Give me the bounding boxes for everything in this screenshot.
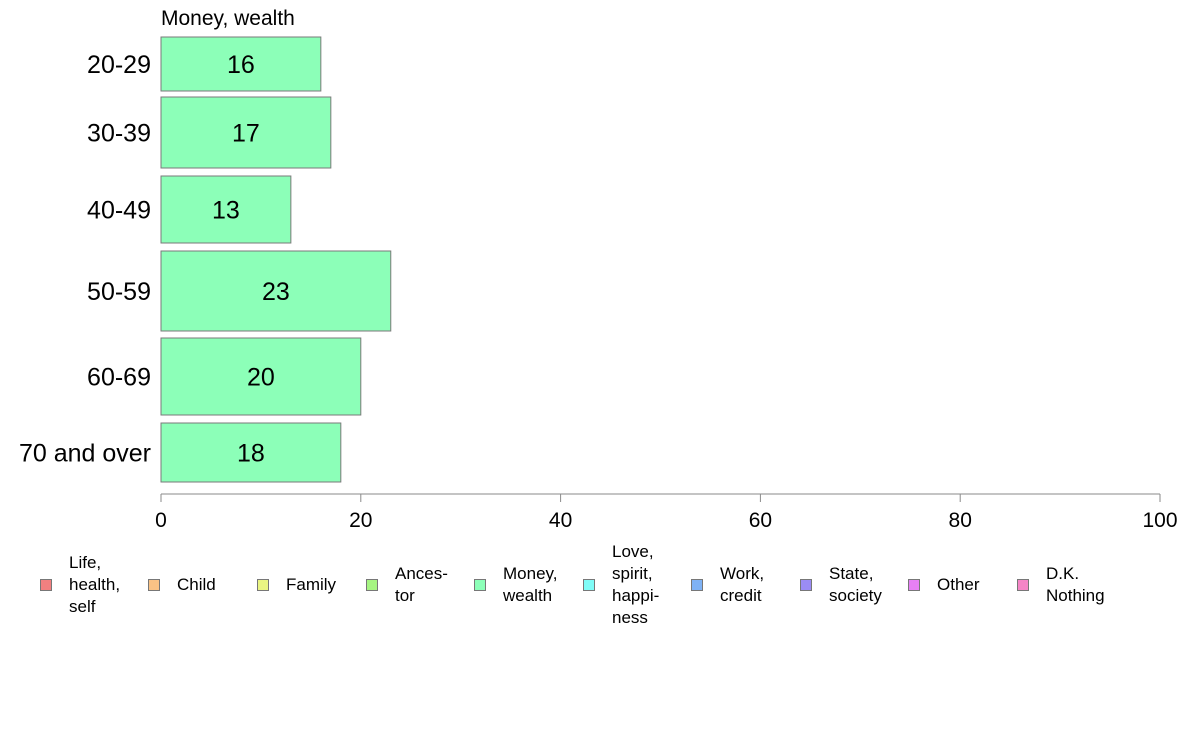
bar — [160, 96, 332, 169]
legend-label: Money, wealth — [503, 564, 558, 605]
legend-item: Work, credit — [691, 563, 764, 607]
category-label: 70 and over — [19, 440, 151, 468]
legend: Life, health, self Child Family Ances- tor M… — [0, 540, 1188, 640]
legend-item: Other — [908, 574, 980, 596]
category-label: 60-69 — [87, 364, 151, 392]
legend-swatch — [908, 579, 920, 591]
bar-value-label: 17 — [232, 120, 260, 148]
legend-label: D.K. Nothing — [1046, 564, 1105, 605]
legend-swatch — [583, 579, 595, 591]
legend-swatch — [148, 579, 160, 591]
legend-item: Money, wealth — [474, 563, 558, 607]
legend-label: Ances- tor — [395, 564, 448, 605]
legend-swatch — [1017, 579, 1029, 591]
chart-title: Money, wealth — [161, 7, 295, 30]
bar-value-label: 18 — [237, 440, 265, 468]
legend-swatch — [366, 579, 378, 591]
legend-item: Ances- tor — [366, 563, 448, 607]
x-tick-label: 100 — [1142, 509, 1177, 532]
category-label: 20-29 — [87, 51, 151, 79]
bar — [160, 337, 362, 416]
legend-label: Love, spirit, happi- ness — [612, 542, 660, 627]
x-tick-label: 60 — [749, 509, 772, 532]
bar — [160, 36, 322, 92]
legend-label: Child — [177, 575, 216, 594]
legend-swatch — [257, 579, 269, 591]
bar — [160, 175, 292, 244]
category-label: 40-49 — [87, 197, 151, 225]
legend-label: Work, credit — [720, 564, 765, 605]
legend-swatch — [474, 579, 486, 591]
bar-value-label: 16 — [227, 51, 255, 79]
legend-item: Life, health, self — [40, 552, 120, 618]
x-tick-label: 20 — [349, 509, 372, 532]
category-label: 50-59 — [87, 278, 151, 306]
bar-chart: Money, wealth 16 20-29 17 30-39 13 40-49 23 50-5… — [19, 7, 1178, 532]
legend-label: Other — [937, 575, 980, 594]
legend-label: Family — [286, 575, 337, 594]
x-tick-label: 80 — [949, 509, 972, 532]
legend-swatch — [691, 579, 703, 591]
legend-item: Love, spirit, happi- ness — [583, 541, 659, 629]
x-tick-label: 40 — [549, 509, 572, 532]
legend-item: Child — [148, 574, 216, 596]
legend-item: Family — [257, 574, 336, 596]
bar-value-label: 23 — [262, 278, 290, 306]
bar — [160, 250, 392, 332]
category-label: 30-39 — [87, 120, 151, 148]
bar — [160, 422, 342, 483]
bar-value-label: 20 — [247, 364, 275, 392]
legend-swatch — [800, 579, 812, 591]
legend-swatch — [40, 579, 52, 591]
legend-label: State, society — [829, 564, 882, 605]
x-tick-label: 0 — [155, 509, 167, 532]
legend-item: D.K. Nothing — [1017, 563, 1105, 607]
bar-value-label: 13 — [212, 197, 240, 225]
legend-item: State, society — [800, 563, 882, 607]
legend-label: Life, health, self — [69, 553, 121, 616]
